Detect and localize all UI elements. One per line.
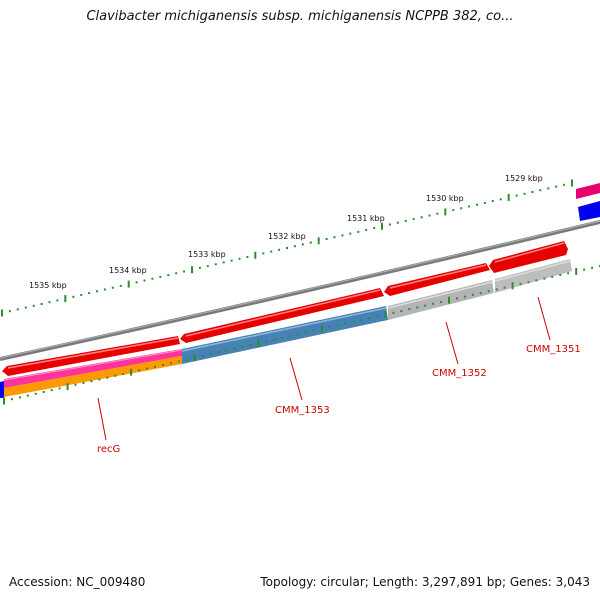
map-title: Clavibacter michiganensis subsp. michiga… <box>86 9 514 24</box>
feature-cmm-1351-gray[interactable] <box>495 259 572 293</box>
ruler-label-1532: 1532 kbp <box>268 232 306 241</box>
feature-edge-blue <box>578 201 600 221</box>
gene-label-cmm-1353[interactable]: CMM_1353 <box>275 405 330 416</box>
gene-label-recG[interactable]: recG <box>97 444 120 455</box>
gene-cmm-1352-forward[interactable] <box>384 263 490 296</box>
gene-labels: recG CMM_1353 CMM_1352 CMM_1351 <box>97 344 581 455</box>
ruler-label-1533: 1533 kbp <box>188 250 226 259</box>
ruler-label-1530: 1530 kbp <box>426 194 464 203</box>
feature-recG-pink[interactable] <box>4 349 182 388</box>
feature-cmm-1352-gray[interactable] <box>388 280 494 320</box>
feature-edge-blue-left <box>0 381 4 398</box>
accession-text: Accession: NC_009480 <box>9 575 146 589</box>
ruler-label-1529: 1529 kbp <box>505 174 543 183</box>
forward-strand-genes <box>2 183 600 376</box>
gene-edge-forward <box>576 183 600 199</box>
ruler-label-1535: 1535 kbp <box>29 281 67 290</box>
inner-tick-track <box>3 265 600 405</box>
ruler-labels: 1535 kbp 1534 kbp 1533 kbp 1532 kbp 1531… <box>29 174 543 290</box>
feature-recG-orange[interactable] <box>4 356 182 397</box>
gene-leader-lines <box>97 296 551 441</box>
outer-tick-track <box>1 179 573 317</box>
inner-feature-track <box>0 201 600 398</box>
gene-cmm-1351-forward[interactable] <box>489 241 568 273</box>
backbone-track <box>0 220 600 361</box>
gene-label-cmm-1352[interactable]: CMM_1352 <box>432 368 487 379</box>
gene-label-cmm-1351[interactable]: CMM_1351 <box>526 344 581 355</box>
ruler-label-1531: 1531 kbp <box>347 214 385 223</box>
topology-stats-text: Topology: circular; Length: 3,297,891 bp… <box>260 575 590 589</box>
ruler-label-1534: 1534 kbp <box>109 266 147 275</box>
